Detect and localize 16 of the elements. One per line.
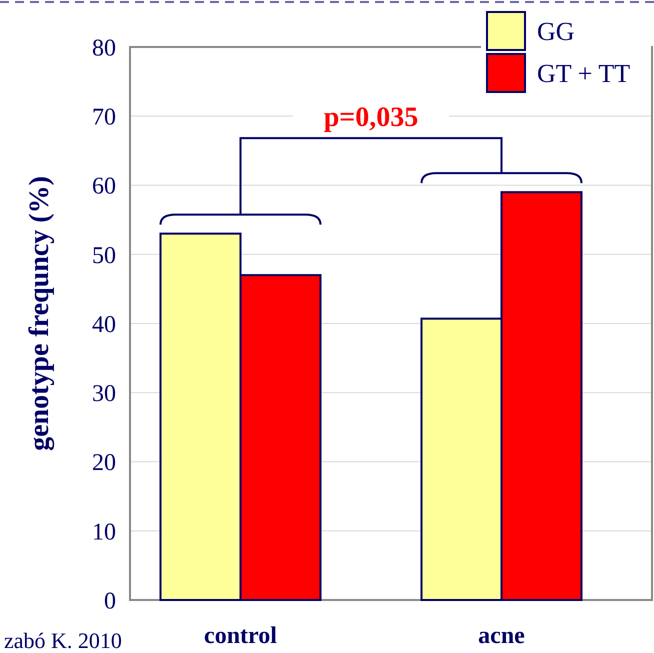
y-tick-label: 70 [92,104,116,131]
y-tick-label: 80 [92,35,116,62]
x-tick-label: acne [478,623,526,649]
y-tick-label: 40 [92,312,116,338]
y-tick-label: 0 [104,588,116,614]
y-axis-title: genotype frequncy (%) [24,176,55,451]
annotation: p=0,035 [324,102,418,133]
y-tick-label: 20 [92,450,116,476]
y-tick-label: 30 [92,381,116,408]
legend-label: GT + TT [537,59,630,88]
y-tick-label: 60 [92,174,116,200]
text: zabó K. 2010 [4,628,122,653]
legend-label: GG [537,17,575,46]
y-tick-label: 50 [92,242,116,269]
y-tick-label: 10 [92,519,116,546]
x-tick-label: control [204,623,278,649]
